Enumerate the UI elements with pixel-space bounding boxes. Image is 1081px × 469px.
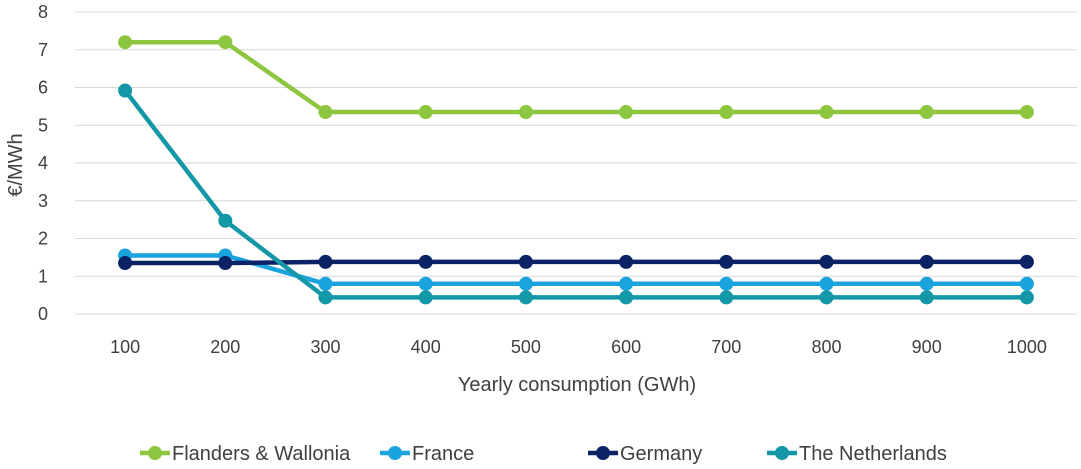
x-axis-ticks: 100 200 300 400 500 600 700 800 900 1000 xyxy=(110,337,1047,357)
data-point xyxy=(819,276,834,291)
data-point xyxy=(118,35,133,50)
series-group xyxy=(118,35,1034,305)
data-point xyxy=(619,105,634,120)
data-point xyxy=(819,254,834,269)
series-the-netherlands xyxy=(118,83,1034,305)
x-axis-title: Yearly consumption (GWh) xyxy=(458,374,696,396)
x-tick-label: 600 xyxy=(611,337,641,357)
x-tick-label: 700 xyxy=(711,337,741,357)
legend-item: Germany xyxy=(588,443,702,465)
data-point xyxy=(118,256,133,271)
data-point xyxy=(819,290,834,305)
data-point xyxy=(1019,254,1034,269)
data-point xyxy=(919,290,934,305)
data-point xyxy=(518,276,533,291)
legend-item: The Netherlands xyxy=(767,443,947,465)
x-tick-label: 1000 xyxy=(1007,337,1047,357)
legend-marker xyxy=(596,446,610,460)
data-point xyxy=(719,290,734,305)
legend-item: France xyxy=(380,443,474,465)
series-line xyxy=(123,89,1027,300)
legend-marker xyxy=(388,446,402,460)
data-point xyxy=(619,276,634,291)
legend-label: The Netherlands xyxy=(799,443,947,465)
y-axis-ticks: 0 1 2 3 4 5 6 7 8 xyxy=(38,2,48,324)
data-point xyxy=(919,105,934,120)
data-point xyxy=(518,254,533,269)
data-point xyxy=(218,35,233,50)
data-point xyxy=(318,105,333,120)
legend-item: Flanders & Wallonia xyxy=(140,443,351,465)
y-tick-label: 8 xyxy=(38,2,48,22)
data-point xyxy=(518,290,533,305)
data-point xyxy=(1019,290,1034,305)
x-tick-label: 500 xyxy=(511,337,541,357)
gridlines xyxy=(75,11,1077,315)
x-tick-label: 300 xyxy=(310,337,340,357)
data-point xyxy=(218,256,233,271)
data-point xyxy=(518,105,533,120)
series-line xyxy=(125,39,1027,115)
legend-label: Flanders & Wallonia xyxy=(172,443,351,465)
legend-marker xyxy=(775,446,789,460)
data-point xyxy=(118,83,133,98)
series-france xyxy=(118,248,1034,291)
data-point xyxy=(719,105,734,120)
data-point xyxy=(318,254,333,269)
x-tick-label: 100 xyxy=(110,337,140,357)
data-point xyxy=(418,276,433,291)
data-point xyxy=(418,105,433,120)
data-point xyxy=(719,254,734,269)
y-tick-label: 6 xyxy=(38,78,48,98)
series-germany xyxy=(118,254,1034,271)
data-point xyxy=(318,276,333,291)
legend-marker xyxy=(148,446,162,460)
series-line xyxy=(125,253,1027,287)
data-point xyxy=(619,290,634,305)
data-point xyxy=(218,213,233,228)
x-tick-label: 900 xyxy=(912,337,942,357)
legend: Flanders & Wallonia France Germany The Neth… xyxy=(140,443,947,465)
x-tick-label: 200 xyxy=(210,337,240,357)
data-point xyxy=(318,290,333,305)
y-tick-label: 0 xyxy=(38,304,48,324)
y-tick-label: 4 xyxy=(38,153,48,173)
data-point xyxy=(719,276,734,291)
legend-label: Germany xyxy=(620,443,702,465)
series-line xyxy=(125,259,1027,266)
y-tick-label: 2 xyxy=(38,229,48,249)
data-point xyxy=(418,290,433,305)
data-point xyxy=(919,276,934,291)
data-point xyxy=(819,105,834,120)
x-tick-label: 400 xyxy=(411,337,441,357)
data-point xyxy=(418,254,433,269)
y-tick-label: 5 xyxy=(38,115,48,135)
y-tick-label: 1 xyxy=(38,266,48,286)
series-flanders-wallonia xyxy=(118,35,1034,120)
x-tick-label: 800 xyxy=(811,337,841,357)
data-point xyxy=(919,254,934,269)
y-axis-title: €/MWh xyxy=(5,133,27,196)
y-tick-label: 7 xyxy=(38,40,48,60)
data-point xyxy=(1019,276,1034,291)
data-point xyxy=(1019,105,1034,120)
legend-label: France xyxy=(412,443,474,465)
data-point xyxy=(619,254,634,269)
y-tick-label: 3 xyxy=(38,191,48,211)
